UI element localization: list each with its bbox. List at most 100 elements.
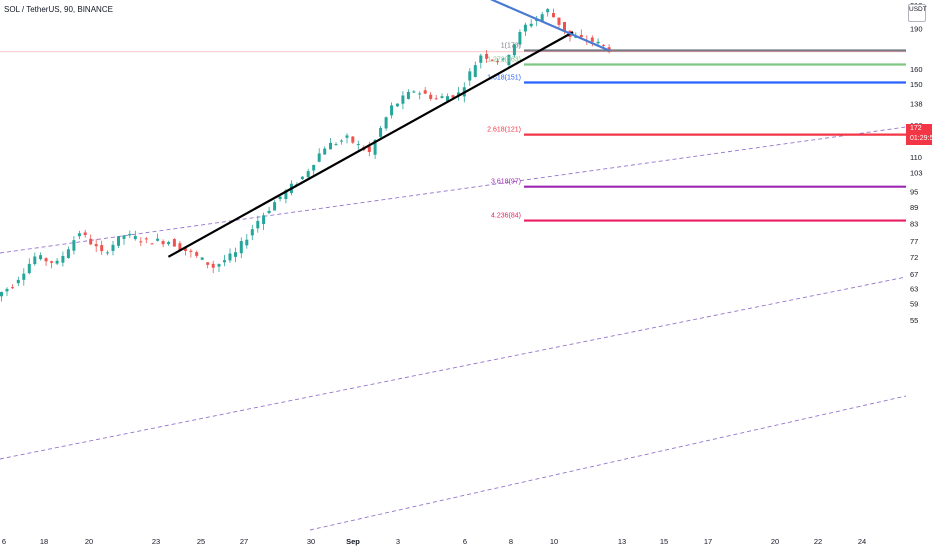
candle-body xyxy=(457,92,460,96)
x-axis-tick-label: 6 xyxy=(463,537,467,546)
candle-body xyxy=(501,58,505,60)
candle-body xyxy=(94,244,98,247)
candle-body xyxy=(66,249,70,259)
candle-body xyxy=(239,241,243,254)
candle-body xyxy=(27,263,31,274)
y-axis-tick-label: 83 xyxy=(910,219,918,228)
y-axis-tick-label: 138 xyxy=(910,100,923,109)
symbol-title: SOL / TetherUS, 90, BINANCE xyxy=(4,5,113,14)
candle-body xyxy=(228,253,232,261)
fib-level-label: 1.272(163) xyxy=(487,56,521,63)
candle-body xyxy=(39,255,43,260)
y-axis-tick-label: 150 xyxy=(910,80,923,89)
candle-body xyxy=(172,239,176,247)
candle-body xyxy=(195,252,199,256)
candle-body xyxy=(223,260,226,263)
candle-body xyxy=(50,261,54,263)
candle-body xyxy=(262,215,266,225)
candle-body xyxy=(245,239,249,246)
y-axis-tick-label: 72 xyxy=(910,253,918,262)
x-axis-tick-label: 20 xyxy=(771,537,779,546)
candle-body xyxy=(234,252,237,257)
wedge-resistance-line xyxy=(490,0,610,52)
candle-body xyxy=(144,238,148,240)
candle-body xyxy=(340,140,343,142)
candle-body xyxy=(552,13,555,18)
y-axis-tick-label: 103 xyxy=(910,169,923,178)
candle-body xyxy=(161,241,165,245)
candle-body xyxy=(200,257,204,260)
x-axis-tick-label: 27 xyxy=(240,537,248,546)
candle-body xyxy=(128,233,132,236)
candle-body xyxy=(0,291,3,297)
y-axis-tick-label: 110 xyxy=(910,153,922,162)
candle-body xyxy=(206,262,210,265)
y-axis-tick-label: 190 xyxy=(910,24,923,33)
x-axis-tick-label: 3 xyxy=(396,537,400,546)
candle-body xyxy=(523,24,527,32)
last-price-value: 172 xyxy=(910,125,922,132)
candle-body xyxy=(61,255,65,263)
candle-body xyxy=(117,236,120,246)
candle-body xyxy=(512,44,516,56)
x-axis-tick-label: 22 xyxy=(814,537,822,546)
candle-body xyxy=(150,243,154,245)
candle-body xyxy=(16,279,20,284)
candle-body xyxy=(278,196,282,200)
candle-body xyxy=(590,37,594,42)
candle-body xyxy=(22,273,26,280)
bar-countdown: 01:29:5 xyxy=(910,135,932,142)
candle-body xyxy=(473,65,477,78)
y-axis-tick-label: 77 xyxy=(910,237,918,246)
candle-body xyxy=(596,41,600,44)
candle-body xyxy=(440,96,444,98)
x-axis-tick-label: 8 xyxy=(509,537,513,546)
x-axis-tick-label: 23 xyxy=(152,537,160,546)
candle-body xyxy=(518,32,522,45)
candle-body xyxy=(111,244,115,251)
candle-body xyxy=(395,103,399,107)
candle-body xyxy=(267,210,271,214)
candle-body xyxy=(429,94,433,99)
currency-unit-badge[interactable]: USDT xyxy=(908,4,927,22)
candle-body xyxy=(11,287,14,289)
candle-body xyxy=(250,229,254,236)
candle-body xyxy=(55,260,59,264)
channel-dashed-line xyxy=(309,395,907,531)
candle-body xyxy=(423,90,427,94)
candle-body xyxy=(306,171,310,178)
y-axis-tick-label: 160 xyxy=(910,65,923,74)
candle-body xyxy=(379,128,383,137)
candle-body xyxy=(133,235,137,240)
y-axis-tick-label: 67 xyxy=(910,270,918,279)
candle-body xyxy=(468,71,472,81)
candle-body xyxy=(406,91,410,99)
candle-body xyxy=(183,247,187,251)
y-axis-tick-label: 59 xyxy=(910,300,918,309)
candle-body xyxy=(122,235,126,239)
x-axis-tick-label: 6 xyxy=(2,537,6,546)
x-axis-tick-label: 30 xyxy=(307,537,315,546)
candle-body xyxy=(317,153,321,162)
candle-body xyxy=(384,117,388,129)
candle-body xyxy=(390,105,394,116)
candle-body xyxy=(334,144,338,146)
candle-body xyxy=(579,34,583,38)
candle-body xyxy=(256,220,260,229)
y-axis-tick-label: 95 xyxy=(910,188,918,197)
candle-body xyxy=(446,96,449,101)
candle-body xyxy=(44,258,48,262)
candle-body xyxy=(323,148,327,155)
candle-body xyxy=(351,136,355,143)
candle-body xyxy=(72,240,76,251)
y-axis-tick-label: 63 xyxy=(910,284,918,293)
candle-body xyxy=(451,95,455,98)
candle-body xyxy=(490,59,494,61)
x-axis-tick-label: Sep xyxy=(346,537,360,546)
x-axis-tick-label: 13 xyxy=(618,537,626,546)
candle-body xyxy=(106,252,109,254)
candle-body xyxy=(546,9,550,13)
fib-level-label: 2.618(121) xyxy=(487,127,521,134)
